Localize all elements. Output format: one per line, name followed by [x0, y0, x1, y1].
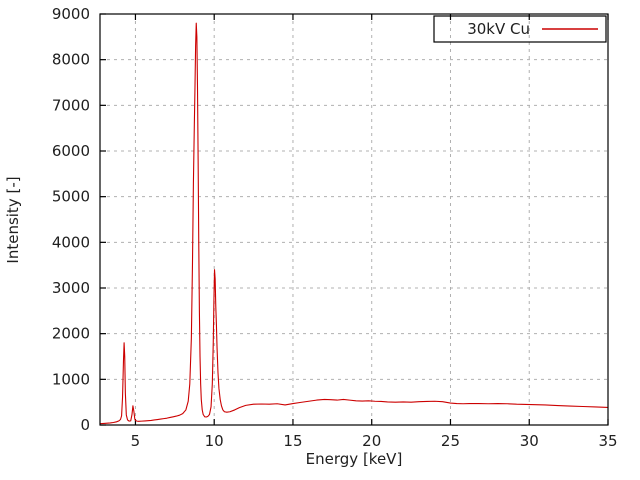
legend: 30kV Cu: [433, 15, 607, 43]
y-tick-label: 9000: [52, 5, 90, 23]
x-tick-label: 5: [131, 432, 141, 450]
x-tick-label: 25: [441, 432, 460, 450]
y-tick-label: 6000: [52, 142, 90, 160]
series-line: [99, 22, 609, 425]
x-tick-label: 15: [283, 432, 302, 450]
y-tick-label: 0: [80, 416, 90, 434]
x-tick-label: 20: [362, 432, 381, 450]
y-tick-label: 8000: [52, 51, 90, 69]
y-tick-label: 5000: [52, 188, 90, 206]
legend-box: [433, 15, 607, 43]
x-tick-labels: 5 10 15 20 25 30 35: [131, 432, 618, 450]
legend-entry-label: 30kV Cu: [467, 20, 530, 38]
x-tick-label: 30: [520, 432, 539, 450]
y-tick-label: 4000: [52, 233, 90, 251]
y-tick-label: 2000: [52, 325, 90, 343]
y-tick-labels: 0 1000 2000 3000 4000 5000 6000 7000 8000 9000: [52, 5, 90, 434]
series-layer: [99, 22, 609, 425]
y-tick-label: 7000: [52, 96, 90, 114]
y-tick-label: 3000: [52, 279, 90, 297]
y-tick-label: 1000: [52, 370, 90, 388]
x-axis-title: Energy [keV]: [306, 450, 403, 468]
y-axis-title: Intensity [-]: [4, 176, 22, 263]
x-tick-label: 35: [598, 432, 617, 450]
plot-border: [99, 13, 609, 426]
x-tick-label: 10: [205, 432, 224, 450]
